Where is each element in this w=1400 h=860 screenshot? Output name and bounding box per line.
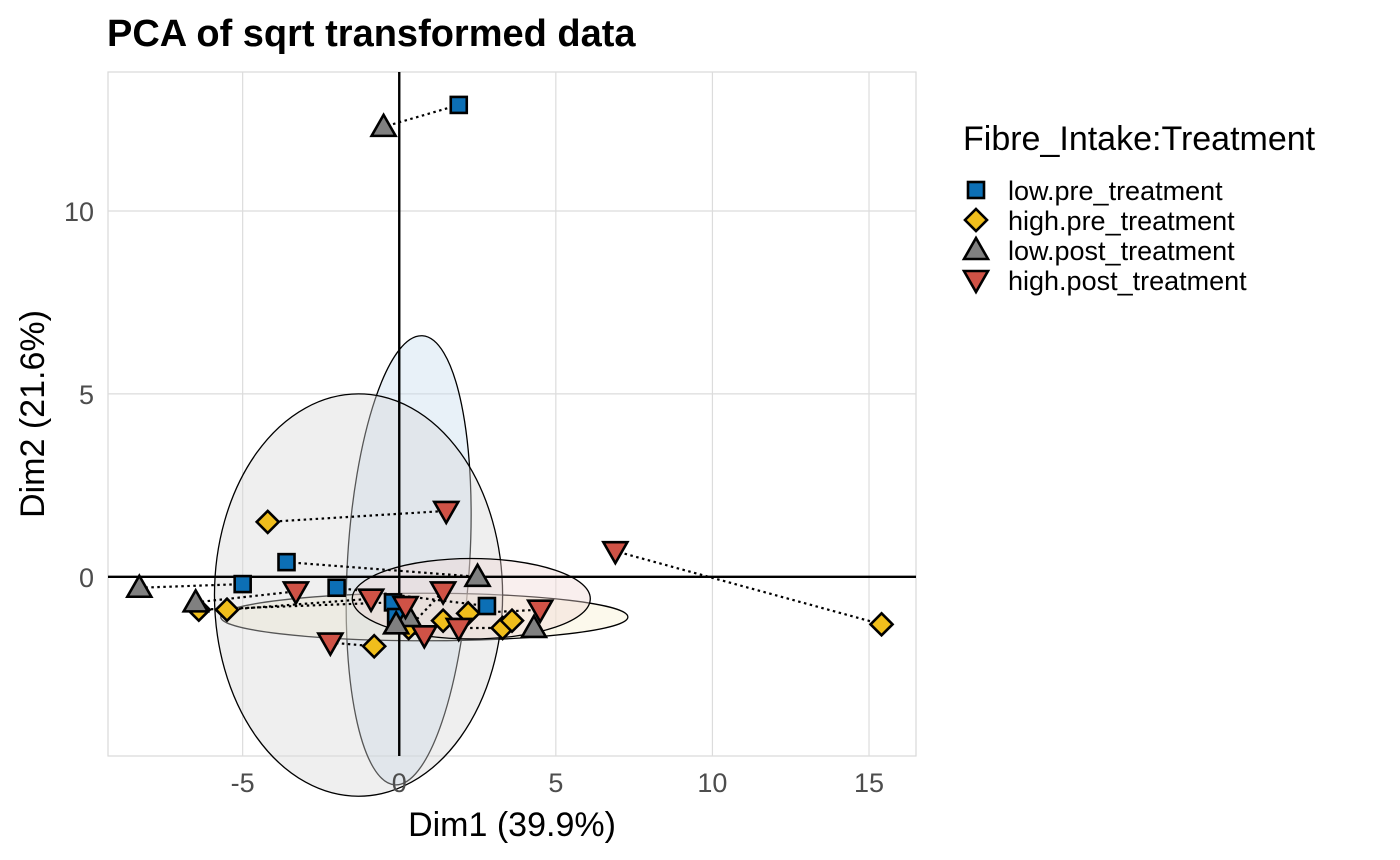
y-tick-label: 10 — [64, 197, 94, 227]
pair-line — [383, 103, 460, 128]
legend-label: low.pre_treatment — [1008, 176, 1223, 206]
chart-title: PCA of sqrt transformed data — [107, 13, 636, 55]
x-tick-label: 15 — [854, 768, 884, 798]
panel-border — [107, 71, 917, 757]
point-high-post-treatment — [316, 632, 345, 658]
point-high-post-treatment — [444, 617, 473, 643]
data-points — [125, 95, 895, 660]
point-low-pre-treatment — [477, 596, 497, 616]
legend-key-low-pre-treatment — [966, 180, 986, 200]
point-low-pre-treatment — [233, 574, 252, 594]
pair-line — [195, 590, 297, 604]
point-low-pre-treatment — [449, 95, 469, 115]
pair-line — [226, 597, 372, 611]
legend-title: Fibre_Intake:Treatment — [963, 120, 1316, 158]
legend-label: high.pre_treatment — [1008, 206, 1235, 236]
y-tick-label: 5 — [79, 380, 94, 410]
legend-key-high-post-treatment — [961, 269, 991, 295]
pair-line — [286, 561, 478, 578]
point-high-post-treatment — [410, 624, 439, 650]
x-tick-label: -5 — [231, 768, 255, 798]
y-axis-title: Dim2 (21.6%) — [14, 310, 52, 518]
point-low-pre-treatment — [327, 578, 346, 598]
legend-key-high-pre-treatment — [963, 207, 989, 233]
x-tick-label: 10 — [697, 768, 727, 798]
x-tick-label: 5 — [548, 768, 563, 798]
point-low-pre-treatment — [277, 552, 296, 572]
legend-label: high.post_treatment — [1008, 266, 1247, 296]
point-high-post-treatment — [356, 588, 386, 614]
point-high-pre-treatment — [361, 633, 388, 660]
y-tick-label: 0 — [79, 563, 94, 593]
pair-line — [139, 582, 243, 589]
legend-label: low.post_treatment — [1008, 236, 1235, 266]
point-high-pre-treatment — [499, 607, 525, 634]
point-low-post-treatment — [381, 609, 411, 635]
group-ellipses — [213, 335, 629, 797]
ellipse-low-post-treatment — [213, 393, 504, 797]
point-low-post-treatment — [369, 112, 398, 138]
point-high-pre-treatment — [868, 611, 895, 638]
point-low-post-treatment — [463, 562, 492, 588]
point-high-post-treatment — [601, 540, 630, 566]
point-low-post-treatment — [125, 573, 154, 599]
point-high-post-treatment — [281, 581, 311, 607]
point-high-post-treatment — [431, 500, 461, 526]
point-high-post-treatment — [391, 595, 420, 621]
legend: Fibre_Intake:Treatment low.pre_treatment… — [961, 120, 1316, 296]
point-low-post-treatment — [519, 613, 549, 639]
x-tick-label: 0 — [392, 768, 407, 798]
ellipse-low-pre-treatment — [345, 335, 472, 786]
point-high-pre-treatment — [214, 596, 240, 623]
pair-line — [615, 550, 882, 626]
point-high-post-treatment — [428, 581, 458, 607]
legend-key-low-post-treatment — [961, 235, 991, 261]
point-low-post-treatment — [181, 587, 210, 613]
x-axis-title: Dim1 (39.9%) — [408, 806, 616, 844]
tick-labels: -5 0 5 10 15 0 5 10 — [64, 197, 884, 798]
point-high-post-treatment — [525, 599, 555, 625]
point-high-pre-treatment — [254, 509, 281, 535]
